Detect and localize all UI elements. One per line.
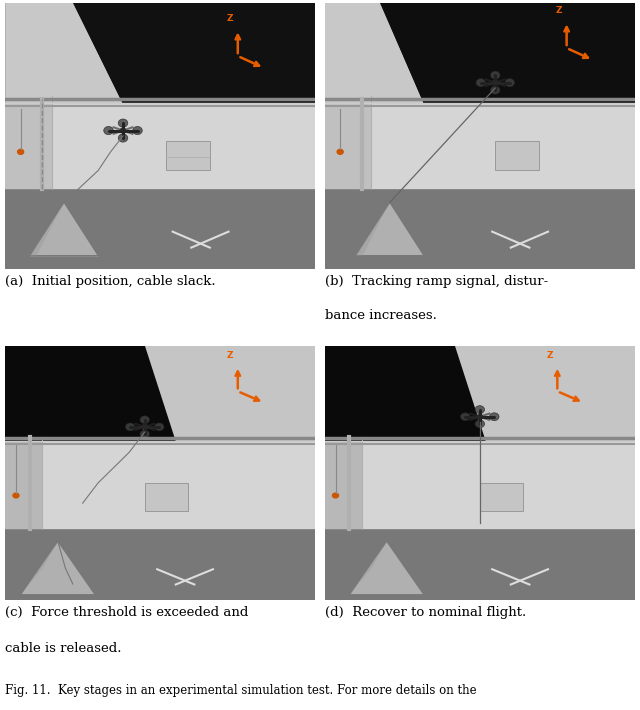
Text: Z: Z xyxy=(556,6,562,15)
Circle shape xyxy=(475,420,484,427)
Circle shape xyxy=(104,126,113,135)
Bar xyxy=(324,3,635,104)
Text: bance increases.: bance increases. xyxy=(324,309,436,322)
Circle shape xyxy=(332,493,339,498)
Bar xyxy=(324,528,635,600)
Circle shape xyxy=(122,131,125,134)
Circle shape xyxy=(118,134,128,142)
Bar xyxy=(5,104,52,189)
Polygon shape xyxy=(5,346,176,442)
Text: (b)  Tracking ramp signal, distur-: (b) Tracking ramp signal, distur- xyxy=(324,275,548,288)
Circle shape xyxy=(477,414,483,419)
Polygon shape xyxy=(20,541,95,595)
Bar xyxy=(5,442,316,528)
Polygon shape xyxy=(324,346,486,442)
Text: Z: Z xyxy=(547,351,553,359)
Circle shape xyxy=(140,430,150,438)
Circle shape xyxy=(476,79,486,87)
Bar xyxy=(5,528,316,600)
Circle shape xyxy=(490,413,499,420)
Circle shape xyxy=(493,83,497,86)
Circle shape xyxy=(475,405,484,413)
Circle shape xyxy=(118,119,128,127)
Polygon shape xyxy=(349,541,387,595)
Bar xyxy=(5,442,42,528)
Text: (d)  Recover to nominal flight.: (d) Recover to nominal flight. xyxy=(324,606,526,619)
Circle shape xyxy=(17,148,24,155)
Polygon shape xyxy=(30,202,98,256)
Circle shape xyxy=(461,413,470,420)
Text: Fig. 11.  Key stages in an experimental simulation test. For more details on the: Fig. 11. Key stages in an experimental s… xyxy=(5,684,477,697)
Circle shape xyxy=(125,423,135,431)
Polygon shape xyxy=(30,202,64,256)
Text: cable is released.: cable is released. xyxy=(5,643,122,655)
Circle shape xyxy=(337,148,344,155)
Polygon shape xyxy=(5,3,123,104)
Bar xyxy=(324,104,371,189)
Polygon shape xyxy=(381,3,635,104)
Circle shape xyxy=(141,425,148,430)
Circle shape xyxy=(478,417,481,420)
Text: Z: Z xyxy=(227,351,234,359)
Polygon shape xyxy=(349,541,424,595)
Bar xyxy=(5,3,316,104)
Bar xyxy=(5,346,316,442)
Bar xyxy=(324,104,635,189)
Bar xyxy=(5,189,316,269)
Bar xyxy=(166,141,210,170)
Bar xyxy=(5,104,316,189)
Circle shape xyxy=(120,128,126,133)
Circle shape xyxy=(132,126,142,135)
Circle shape xyxy=(154,423,164,431)
Circle shape xyxy=(505,79,515,87)
Polygon shape xyxy=(324,3,424,104)
Polygon shape xyxy=(455,346,635,442)
Bar xyxy=(324,442,635,528)
Bar xyxy=(324,442,362,528)
Bar xyxy=(480,483,523,510)
Polygon shape xyxy=(74,3,316,104)
Circle shape xyxy=(490,86,500,94)
Circle shape xyxy=(490,71,500,80)
Polygon shape xyxy=(20,541,58,595)
Circle shape xyxy=(12,493,20,498)
Circle shape xyxy=(143,427,147,430)
Circle shape xyxy=(140,416,150,424)
Text: Z: Z xyxy=(227,13,234,23)
Circle shape xyxy=(492,80,499,85)
Text: (a)  Initial position, cable slack.: (a) Initial position, cable slack. xyxy=(5,275,216,288)
Polygon shape xyxy=(356,202,424,256)
Polygon shape xyxy=(145,346,316,442)
Bar xyxy=(324,346,635,442)
Bar xyxy=(324,189,635,269)
Polygon shape xyxy=(356,202,390,256)
Bar xyxy=(145,483,188,510)
Bar xyxy=(495,141,539,170)
Text: (c)  Force threshold is exceeded and: (c) Force threshold is exceeded and xyxy=(5,606,248,619)
